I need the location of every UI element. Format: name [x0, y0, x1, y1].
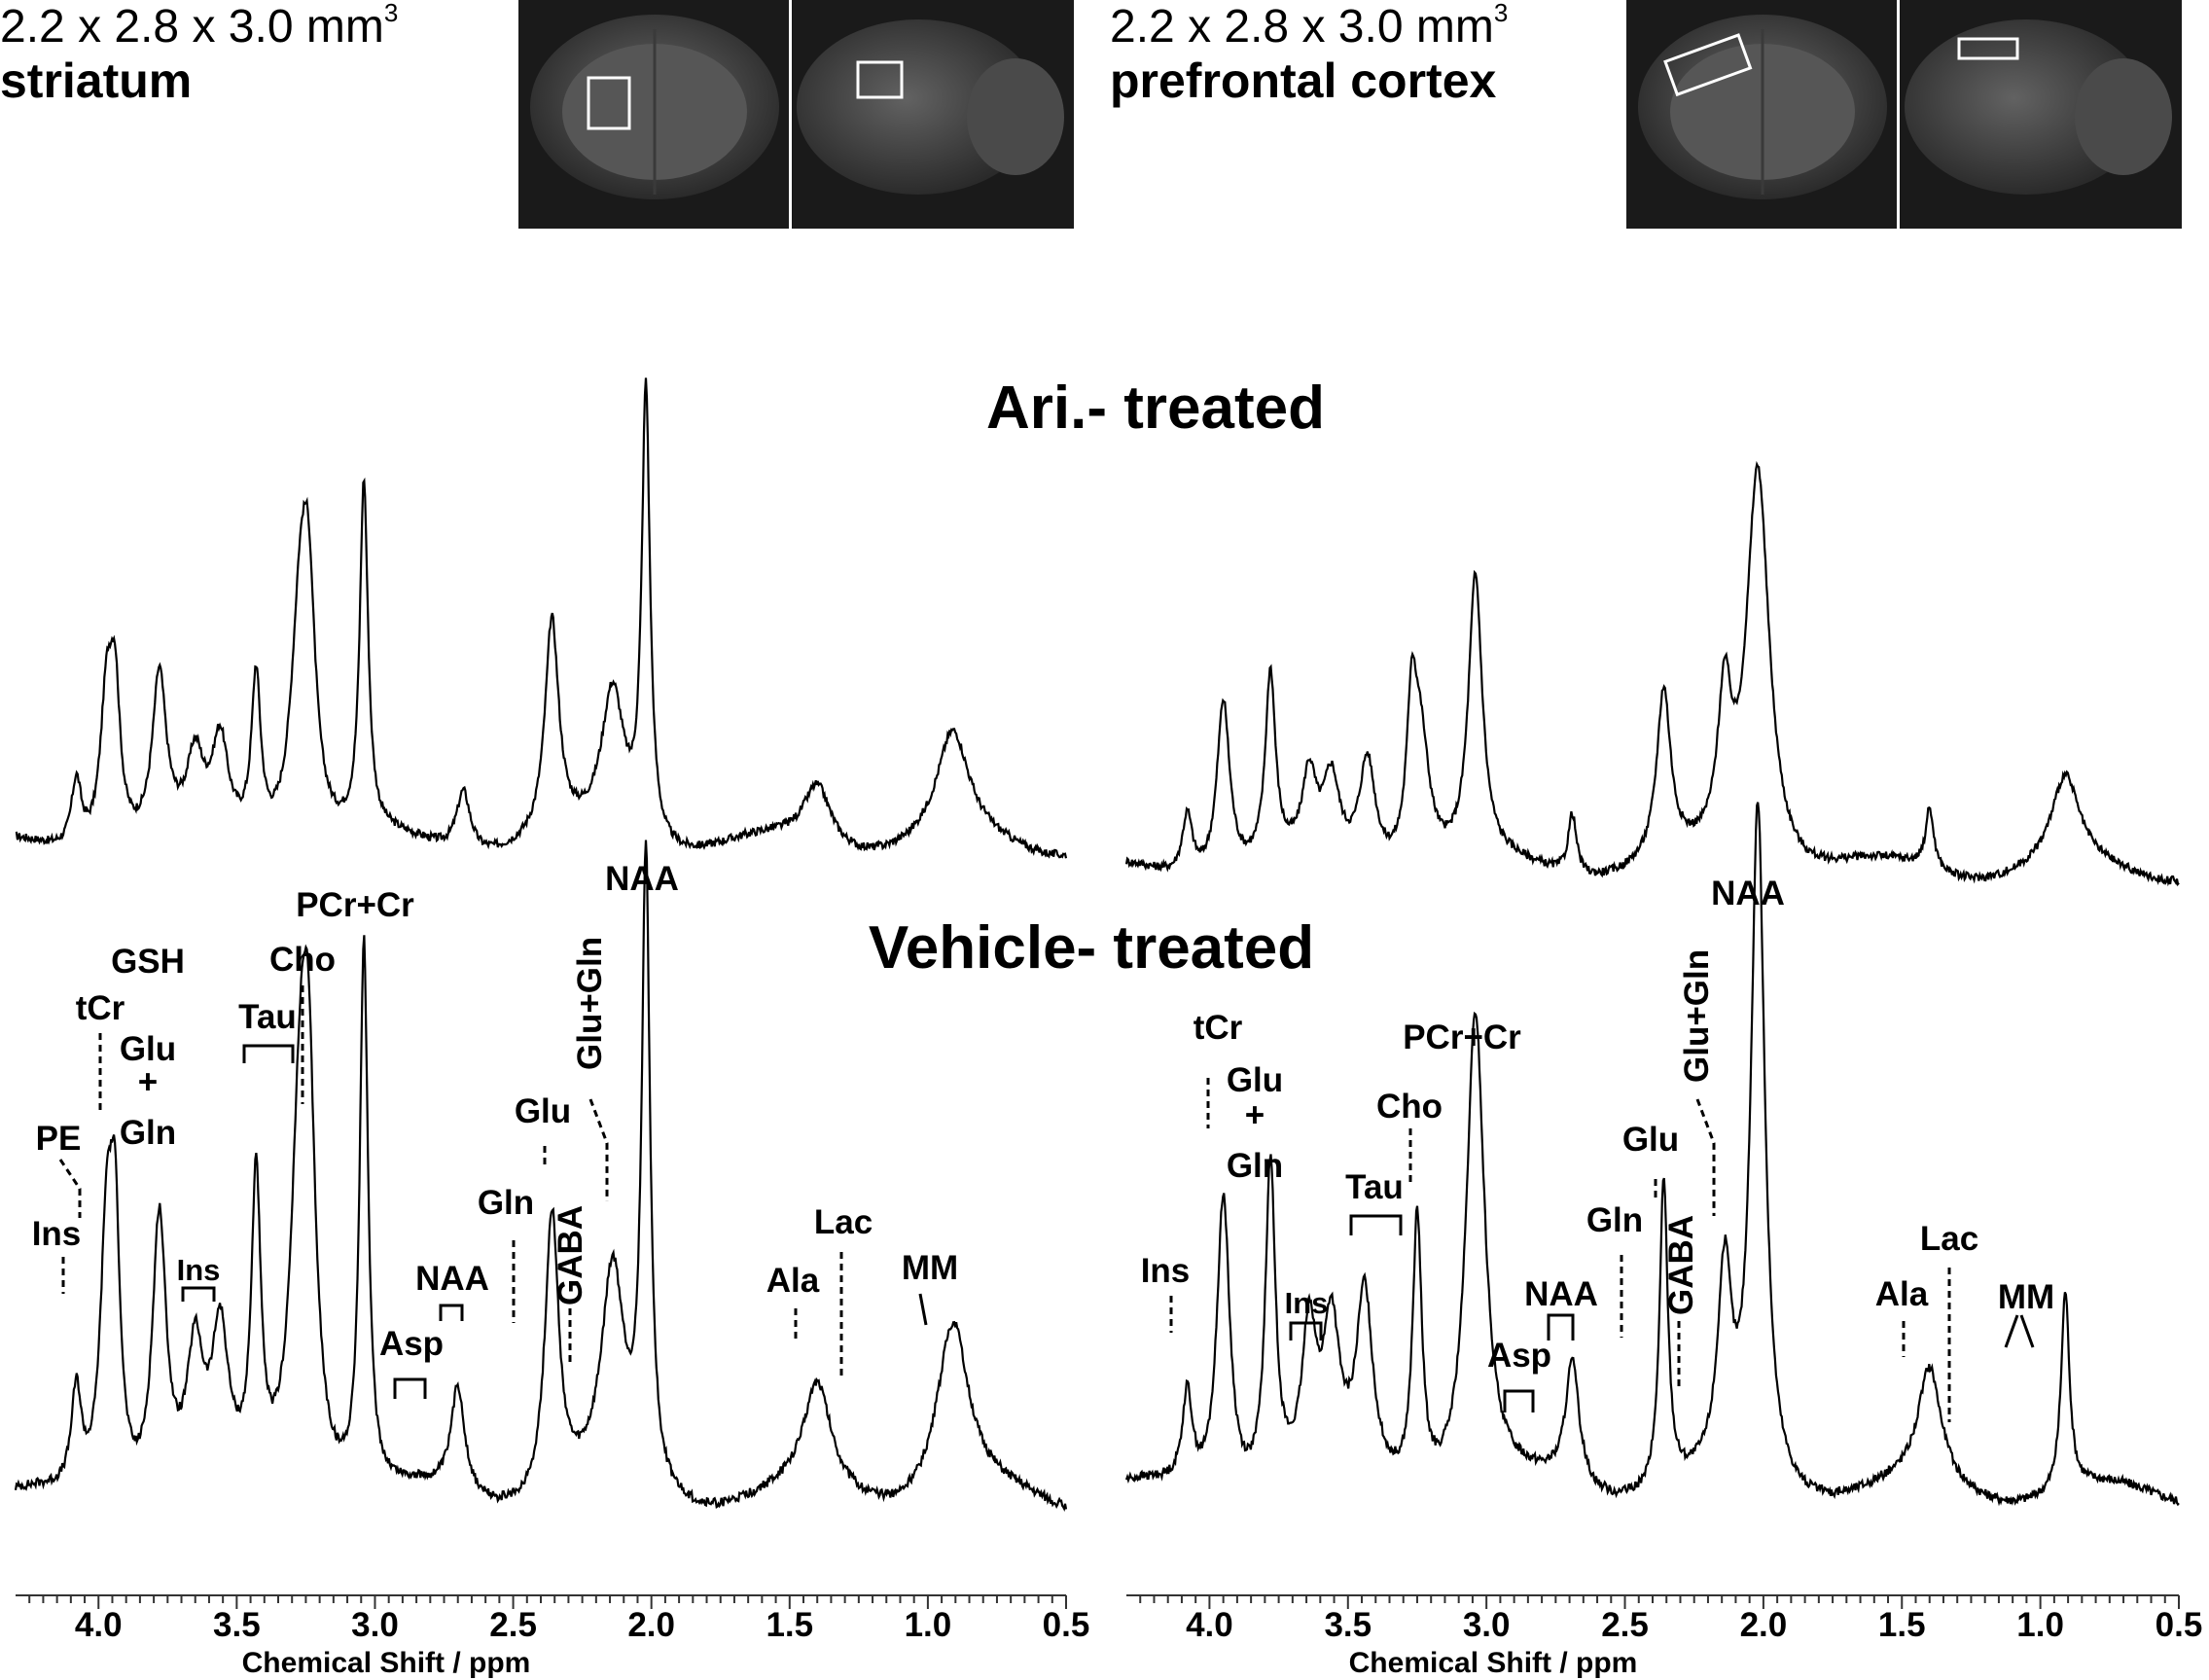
label-glu-gln: Glu+Gln — [571, 937, 609, 1070]
label-gln-r: Gln — [1227, 1147, 1283, 1185]
label-naa-main-r: NAA — [1711, 875, 1785, 912]
label-gln-2-r: Gln — [1586, 1201, 1643, 1239]
group-title-vehicle: Vehicle- treated — [869, 914, 1314, 982]
label-asp-r: Asp — [1487, 1337, 1551, 1375]
region-label-prefrontal: prefrontal cortex — [1110, 54, 1497, 108]
mri-prefrontal-sagittal — [1900, 0, 2182, 229]
x-tick-label: 2.0 — [627, 1606, 675, 1644]
header-left: 2.2 x 2.8 x 3.0 mm3 striatum — [0, 0, 399, 108]
x-tick-label: 3.0 — [351, 1606, 399, 1644]
label-pcr-cr-r: PCr+Cr — [1403, 1019, 1521, 1056]
x-tick-label: 2.5 — [489, 1606, 537, 1644]
label-ala: Ala — [766, 1262, 820, 1300]
label-lac: Lac — [814, 1203, 873, 1241]
x-axis-label-right: Chemical Shift / ppm — [1349, 1647, 1638, 1679]
label-gsh: GSH — [111, 943, 185, 981]
annotations-prefrontal: NAA Glu+Gln tCr Glu + Gln PCr+Cr Cho Tau… — [1141, 875, 2054, 1422]
label-glu-gln-r: Glu+Gln — [1678, 949, 1716, 1083]
label-plus-r: + — [1245, 1096, 1265, 1134]
x-tick-label: 2.0 — [1740, 1606, 1788, 1644]
x-tick-label: 4.0 — [1186, 1606, 1233, 1644]
label-cho-r: Cho — [1376, 1088, 1443, 1126]
label-ala-r: Ala — [1875, 1275, 1929, 1313]
x-tick-label: 3.5 — [213, 1606, 261, 1644]
axes: 4.0 3.5 3.0 2.5 2.0 1.5 1.0 0.5 4.0 3.5 3.0 2.5 2.0 1… — [16, 1594, 2203, 1644]
label-glu-2: Glu — [515, 1092, 571, 1130]
x-tick-label: 1.0 — [2016, 1606, 2064, 1644]
label-mm-r: MM — [1998, 1278, 2054, 1316]
annotations-striatum: NAA PCr+Cr Cho GSH tCr Glu + Gln Tau PE … — [32, 860, 958, 1399]
label-plus: + — [138, 1063, 158, 1101]
mri-striatum-coronal — [518, 0, 789, 229]
label-glu: Glu — [120, 1030, 176, 1068]
voxel-size-right: 2.2 x 2.8 x 3.0 mm3 — [1110, 0, 1509, 53]
label-cho: Cho — [269, 941, 336, 979]
header-right: 2.2 x 2.8 x 3.0 mm3 prefrontal cortex — [1110, 0, 1509, 108]
x-axis-label-left: Chemical Shift / ppm — [242, 1647, 531, 1679]
label-ins: Ins — [32, 1215, 82, 1253]
x-tick-label: 0.5 — [1043, 1606, 1090, 1644]
label-tcr: tCr — [76, 989, 125, 1027]
label-asp: Asp — [379, 1325, 444, 1363]
spectrum-line-striatum-vehicle — [14, 840, 1068, 1513]
label-pe: PE — [36, 1120, 82, 1158]
label-tau: Tau — [238, 998, 297, 1036]
mri-prefrontal-coronal — [1626, 0, 1897, 229]
label-ins-2: Ins — [177, 1253, 221, 1287]
label-lac-r: Lac — [1920, 1220, 1978, 1258]
label-ins-2-r: Ins — [1285, 1286, 1329, 1320]
x-tick-label: 2.5 — [1601, 1606, 1649, 1644]
label-glu-2-r: Glu — [1622, 1121, 1679, 1159]
spectrum-line-prefrontal-vehicle — [1124, 802, 2180, 1507]
spectra-lines — [14, 377, 2180, 1513]
group-title-ari: Ari.- treated — [986, 375, 1325, 442]
label-pcr-cr: PCr+Cr — [296, 886, 414, 924]
x-tick-label: 1.0 — [905, 1606, 952, 1644]
x-tick-label: 0.5 — [2156, 1606, 2203, 1644]
label-glu-r: Glu — [1227, 1061, 1283, 1099]
voxel-size-left: 2.2 x 2.8 x 3.0 mm3 — [0, 0, 399, 53]
spectrum-line-striatum-ari — [15, 377, 1068, 859]
label-naa-main: NAA — [605, 860, 679, 898]
label-gaba-r: GABA — [1662, 1215, 1700, 1315]
label-tcr-r: tCr — [1194, 1009, 1243, 1047]
x-tick-label: 1.5 — [1878, 1606, 1926, 1644]
label-naa-small-r: NAA — [1524, 1275, 1598, 1313]
label-gln-2: Gln — [478, 1184, 534, 1222]
spectrum-line-prefrontal-ari — [1124, 460, 2180, 887]
label-gaba: GABA — [552, 1205, 589, 1305]
x-tick-label: 4.0 — [75, 1606, 123, 1644]
x-tick-label: 3.0 — [1463, 1606, 1511, 1644]
label-naa-small: NAA — [415, 1260, 489, 1298]
region-label-striatum: striatum — [0, 54, 193, 108]
label-mm: MM — [902, 1249, 958, 1287]
label-gln: Gln — [120, 1114, 176, 1152]
label-tau-r: Tau — [1345, 1168, 1404, 1206]
mri-striatum-sagittal — [792, 0, 1074, 229]
x-tick-label: 3.5 — [1324, 1606, 1372, 1644]
label-ins-r: Ins — [1141, 1252, 1191, 1290]
x-tick-label: 1.5 — [766, 1606, 813, 1644]
